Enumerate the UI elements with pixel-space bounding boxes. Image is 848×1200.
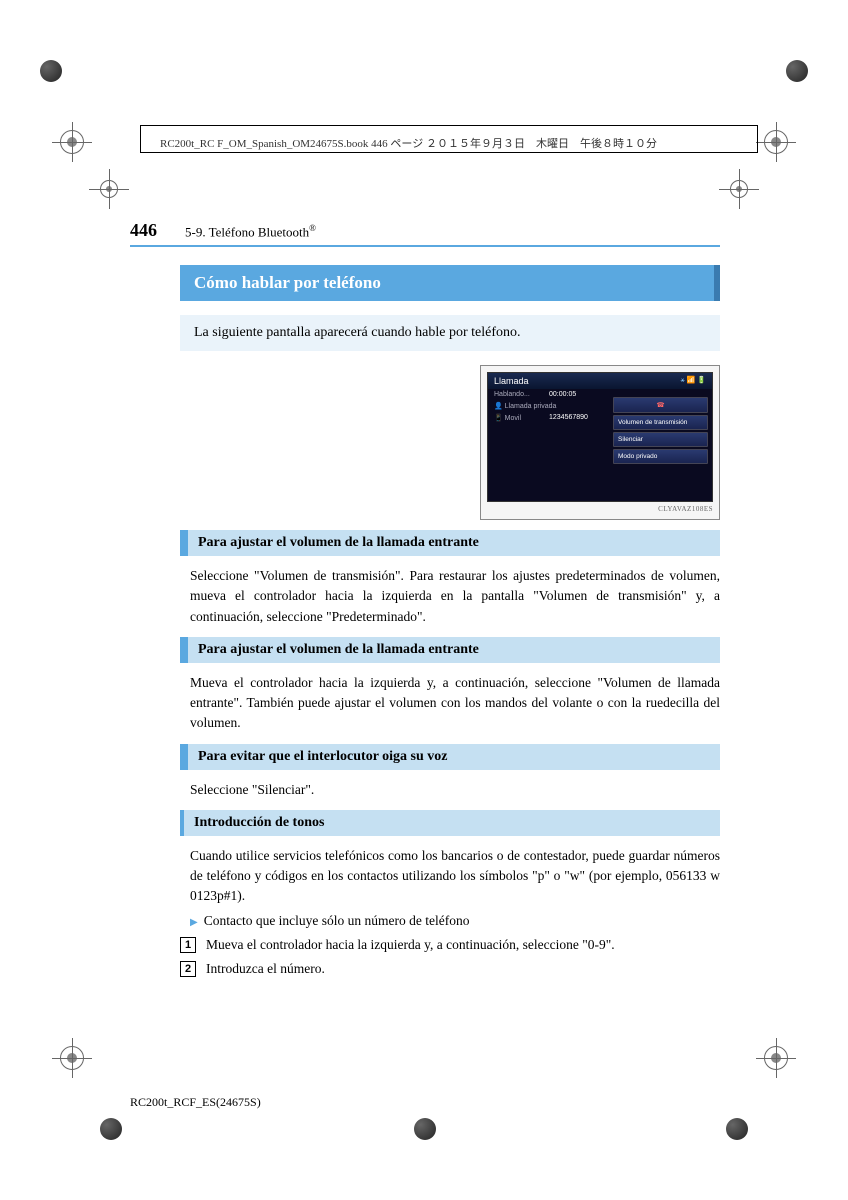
triangle-icon: ▶ xyxy=(190,917,198,928)
crop-mark xyxy=(764,130,788,154)
row-label: Hablando... xyxy=(494,391,549,398)
section-body: Seleccione "Volumen de transmisión". Par… xyxy=(190,566,720,627)
registration-dot xyxy=(40,60,62,82)
row-label: 📱 Movil xyxy=(494,414,549,422)
page-header: 446 5-9. Teléfono Bluetooth® xyxy=(130,220,720,247)
step-item: 2Introduzca el número. xyxy=(180,961,720,977)
registration-dot xyxy=(100,1118,122,1140)
private-button: Modo privado xyxy=(613,449,708,464)
screenshot-container: Llamada ⚹ 📶 🔋 Hablando...00:00:05 👤 Llam… xyxy=(180,365,720,520)
registration-dot xyxy=(786,60,808,82)
section-body: Seleccione "Silenciar". xyxy=(190,780,720,800)
volume-button: Volumen de transmisión xyxy=(613,415,708,430)
row-value: 1234567890 xyxy=(549,414,588,422)
registration-dot xyxy=(414,1118,436,1140)
page-content: 446 5-9. Teléfono Bluetooth® Cómo hablar… xyxy=(130,220,720,977)
main-title: Cómo hablar por teléfono xyxy=(180,265,720,301)
section-heading: Introducción de tonos xyxy=(180,810,720,836)
screenshot-frame: Llamada ⚹ 📶 🔋 Hablando...00:00:05 👤 Llam… xyxy=(480,365,720,520)
section-heading: Para ajustar el volumen de la llamada en… xyxy=(180,530,720,556)
bullet-item: ▶Contacto que incluye sólo un número de … xyxy=(190,913,720,929)
crop-mark xyxy=(60,130,84,154)
crop-mark xyxy=(60,1046,84,1070)
footer-code: RC200t_RCF_ES(24675S) xyxy=(130,1095,261,1110)
crop-mark-small xyxy=(730,180,748,198)
section-heading: Para evitar que el interlocutor oiga su … xyxy=(180,744,720,770)
section-body: Cuando utilice servicios telefónicos com… xyxy=(190,846,720,907)
crop-mark-small xyxy=(100,180,118,198)
intro-text: La siguiente pantalla aparecerá cuando h… xyxy=(180,315,720,351)
hangup-button: ☎ xyxy=(613,397,708,413)
section-heading: Para ajustar el volumen de la llamada en… xyxy=(180,637,720,663)
image-code: CLYAVAZ108ES xyxy=(487,505,713,513)
phone-screen: Llamada ⚹ 📶 🔋 Hablando...00:00:05 👤 Llam… xyxy=(487,372,713,502)
screen-title: Llamada xyxy=(494,376,529,386)
row-value: 00:00:05 xyxy=(549,391,576,398)
mute-button: Silenciar xyxy=(613,432,708,447)
step-number: 1 xyxy=(180,937,196,953)
print-header: RC200t_RC F_OM_Spanish_OM24675S.book 446… xyxy=(160,135,657,151)
section-body: Mueva el controlador hacia la izquierda … xyxy=(190,673,720,734)
crop-mark xyxy=(764,1046,788,1070)
registration-dot xyxy=(726,1118,748,1140)
step-number: 2 xyxy=(180,961,196,977)
step-item: 1Mueva el controlador hacia la izquierda… xyxy=(180,937,720,953)
row-label: 👤 Llamada privada xyxy=(494,402,604,410)
page-number: 446 xyxy=(130,220,157,241)
breadcrumb: 5-9. Teléfono Bluetooth® xyxy=(185,223,316,240)
status-icons: ⚹ 📶 🔋 xyxy=(680,376,706,386)
